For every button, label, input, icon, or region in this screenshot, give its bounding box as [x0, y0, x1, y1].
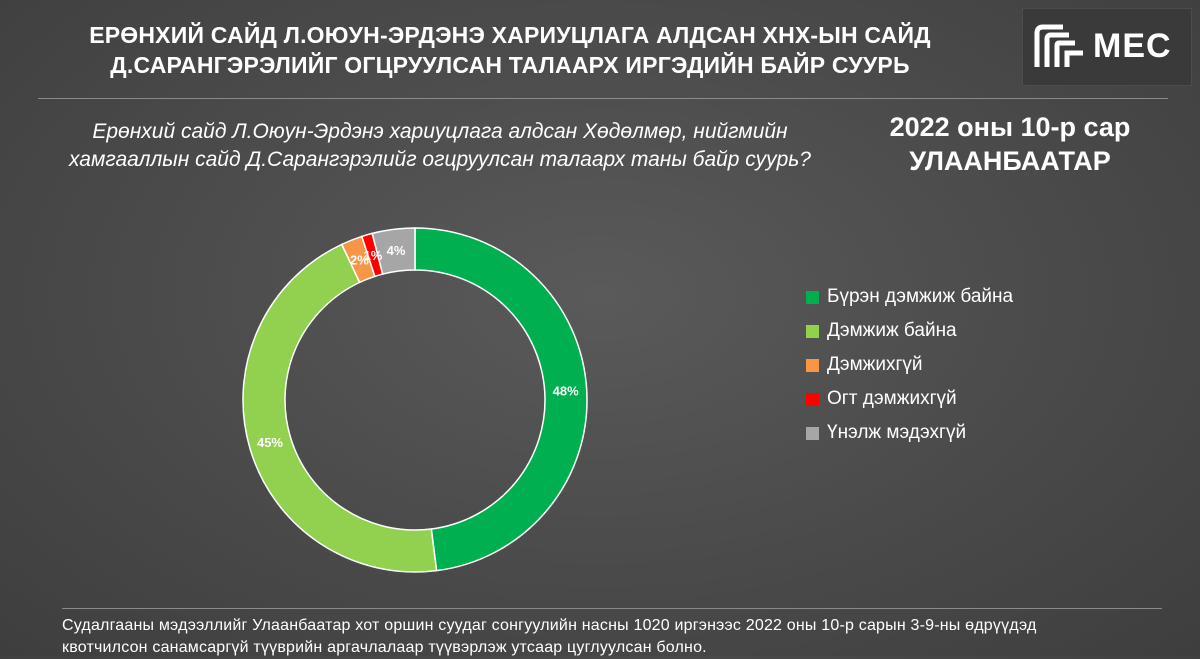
donut-slice-2	[242, 243, 438, 573]
page-title: ЕРӨНХИЙ САЙД Л.ОЮУН-ЭРДЭНЭ ХАРИУЦЛАГА АЛ…	[40, 20, 980, 80]
legend-label: Бүрэн дэмжиж байна	[827, 286, 1014, 307]
legend-swatch	[806, 358, 819, 372]
donut-chart: 48% 45% 2%1% 4%	[242, 227, 588, 573]
survey-question: Ерөнхий сайд Л.Оюун-Эрдэнэ хариуцлага ал…	[30, 118, 850, 174]
legend-label: Дэмжиж байна	[827, 320, 957, 341]
legend-item: Огт дэмжихгүй	[806, 382, 1013, 416]
title-line-2: Д.САРАНГЭРЭЛИЙГ ОГЦРУУЛСАН ТАЛААРХ ИРГЭД…	[110, 52, 910, 78]
legend-swatch	[806, 290, 819, 304]
slice-label-4: 1%	[363, 248, 382, 263]
footnote-line-1: Судалгааны мэдээллийг Улаанбаатар хот ор…	[62, 617, 1037, 634]
legend-label: Үнэлж мэдэхгүй	[827, 422, 967, 443]
survey-date: 2022 оны 10-р сар	[889, 112, 1131, 142]
legend-item: Дэмжиж байна	[806, 314, 1013, 348]
survey-footnote: Судалгааны мэдээллийг Улаанбаатар хот ор…	[62, 608, 1162, 656]
legend-swatch	[806, 426, 819, 440]
date-location: 2022 оны 10-р сар УЛААНБААТАР	[860, 110, 1160, 178]
donut-slice-1	[414, 227, 588, 572]
legend-swatch	[806, 392, 819, 406]
survey-location: УЛААНБААТАР	[909, 146, 1111, 176]
legend-item: Үнэлж мэдэхгүй	[806, 416, 1013, 450]
chart-legend: Бүрэн дэмжиж байна Дэмжиж байна Дэмжихгүй О…	[806, 280, 1013, 450]
mec-logo-icon	[1034, 24, 1083, 67]
legend-label: Дэмжихгүй	[827, 354, 923, 375]
footnote-line-2: квотчилсон санамсаргүй түүврийн аргачлал…	[62, 639, 707, 656]
slice-label-5: 4%	[387, 243, 406, 258]
question-line-1: Ерөнхий сайд Л.Оюун-Эрдэнэ хариуцлага ал…	[92, 120, 788, 143]
legend-item: Дэмжихгүй	[806, 348, 1013, 382]
legend-item: Бүрэн дэмжиж байна	[806, 280, 1013, 314]
title-line-1: ЕРӨНХИЙ САЙД Л.ОЮУН-ЭРДЭНЭ ХАРИУЦЛАГА АЛ…	[89, 22, 931, 48]
slice-label-1: 48%	[553, 384, 579, 399]
donut-slice-5	[371, 227, 416, 275]
question-line-2: хамгааллын сайд Д.Сарангэрэлийг огцруулс…	[69, 148, 811, 171]
slice-label-2: 45%	[257, 435, 283, 450]
header: ЕРӨНХИЙ САЙД Л.ОЮУН-ЭРДЭНЭ ХАРИУЦЛАГА АЛ…	[0, 0, 1200, 100]
header-divider	[38, 98, 1168, 99]
legend-label: Огт дэмжихгүй	[827, 388, 957, 409]
slice-label-3: 2%	[350, 253, 369, 268]
legend-swatch	[806, 324, 819, 338]
logo-text: MEC	[1093, 27, 1172, 65]
mec-logo: MEC	[1022, 8, 1192, 86]
